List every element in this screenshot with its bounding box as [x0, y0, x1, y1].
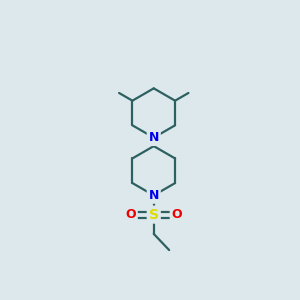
- Text: O: O: [125, 208, 136, 221]
- Text: S: S: [149, 208, 159, 222]
- Text: N: N: [148, 131, 159, 144]
- Text: N: N: [148, 189, 159, 202]
- Text: O: O: [172, 208, 182, 221]
